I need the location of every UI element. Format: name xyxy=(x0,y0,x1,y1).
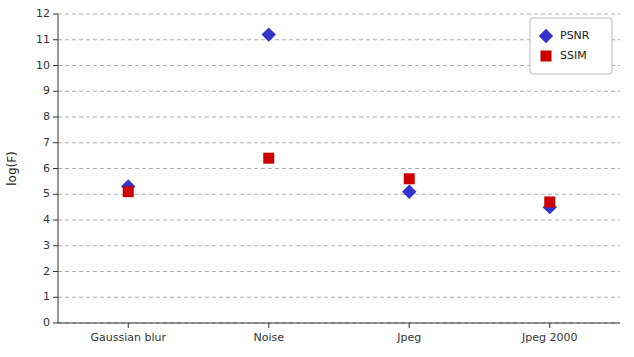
point xyxy=(404,173,415,184)
grid-line xyxy=(58,323,620,324)
y-tick xyxy=(53,39,58,40)
x-tick-label: Noise xyxy=(253,331,284,344)
grid-line xyxy=(58,142,620,143)
y-tick xyxy=(53,168,58,169)
y-tick-label: 0 xyxy=(43,316,50,329)
y-tick xyxy=(53,142,58,143)
grid-line xyxy=(58,271,620,272)
point xyxy=(263,153,274,164)
y-tick-label: 5 xyxy=(43,187,50,200)
series xyxy=(121,27,557,214)
legend-label: SSIM xyxy=(560,49,587,62)
x-tick xyxy=(128,323,129,328)
y-axis-line xyxy=(58,14,59,323)
grid-line xyxy=(58,220,620,221)
chart-container: 0123456789101112Gaussian blurNoiseJpegJp… xyxy=(0,0,634,357)
x-tick-label: Jpeg 2000 xyxy=(521,331,577,344)
y-tick-label: 4 xyxy=(43,213,50,226)
y-tick xyxy=(53,323,58,324)
point xyxy=(402,184,416,198)
y-tick xyxy=(53,220,58,221)
y-tick xyxy=(53,245,58,246)
axes: 0123456789101112Gaussian blurNoiseJpegJp… xyxy=(36,7,620,344)
y-tick xyxy=(53,194,58,195)
y-tick xyxy=(53,271,58,272)
grid-line xyxy=(58,91,620,92)
point xyxy=(262,27,276,41)
grid-line xyxy=(58,194,620,195)
series xyxy=(123,153,556,208)
grid-line xyxy=(58,117,620,118)
x-tick-label: Gaussian blur xyxy=(91,331,167,344)
y-axis-label: log(F) xyxy=(5,151,19,186)
legend-marker xyxy=(539,29,553,43)
x-tick-label: Jpeg xyxy=(396,331,421,344)
y-tick-label: 11 xyxy=(36,33,50,46)
chart: 0123456789101112Gaussian blurNoiseJpegJp… xyxy=(0,0,634,357)
legend-label: PSNR xyxy=(560,29,590,42)
grid xyxy=(58,14,620,323)
legend: PSNR SSIM xyxy=(530,18,612,74)
y-tick xyxy=(53,14,58,15)
y-tick-label: 10 xyxy=(36,59,50,72)
x-tick xyxy=(409,323,410,328)
y-tick-label: 2 xyxy=(43,265,50,278)
y-tick-label: 6 xyxy=(43,162,50,175)
marks xyxy=(121,27,557,214)
y-tick-label: 3 xyxy=(43,239,50,252)
x-axis-line xyxy=(58,323,620,324)
x-tick xyxy=(549,323,550,328)
y-tick xyxy=(53,117,58,118)
x-tick xyxy=(268,323,269,328)
grid-line xyxy=(58,245,620,246)
grid-line xyxy=(58,168,620,169)
y-tick-label: 12 xyxy=(36,7,50,20)
point xyxy=(123,186,134,197)
legend-frame xyxy=(530,18,612,74)
grid-line xyxy=(58,14,620,15)
point xyxy=(544,196,555,207)
y-tick-label: 9 xyxy=(43,84,50,97)
legend-marker xyxy=(541,51,552,62)
y-tick xyxy=(53,91,58,92)
y-tick xyxy=(53,65,58,66)
y-tick-label: 7 xyxy=(43,136,50,149)
y-tick-label: 1 xyxy=(43,290,50,303)
y-tick-label: 8 xyxy=(43,110,50,123)
grid-line xyxy=(58,297,620,298)
y-tick xyxy=(53,297,58,298)
